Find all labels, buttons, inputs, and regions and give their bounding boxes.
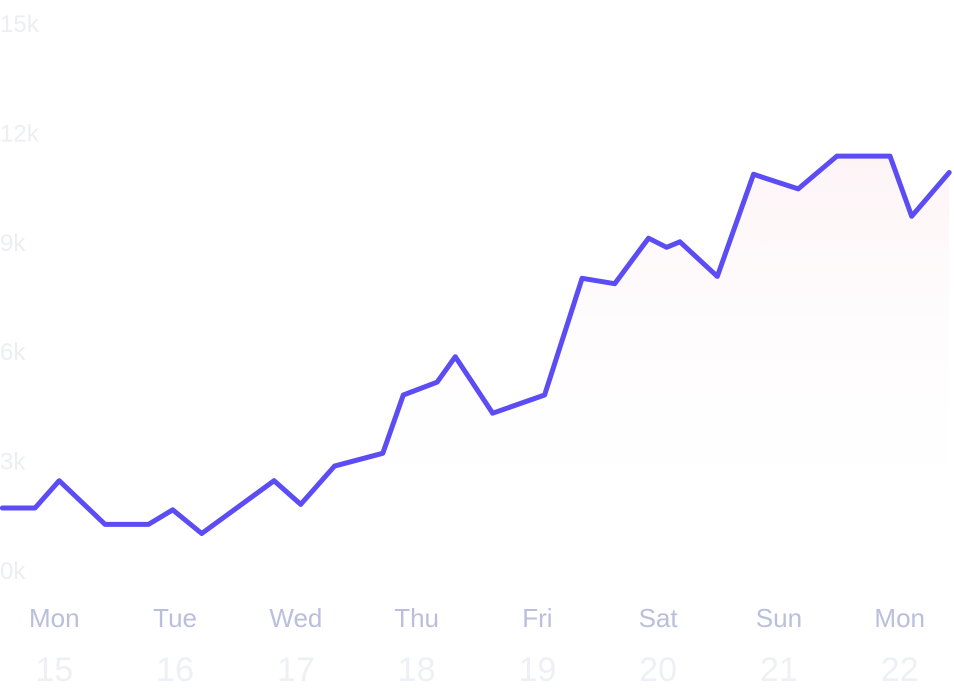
x-tick-day-label: Sun [756, 603, 802, 633]
line-layer [0, 153, 952, 536]
x-tick-date-label: 19 [518, 651, 556, 689]
y-tick-label: 9k [0, 230, 26, 257]
x-tick-date-label: 17 [277, 651, 315, 689]
x-tick-date-label: 21 [760, 651, 798, 689]
series-area-fill [2, 156, 950, 534]
y-axis: 0k 3k 6k 9k 12k 15k [0, 11, 40, 585]
x-tick-date-label: 20 [639, 651, 677, 689]
series-line [0, 153, 952, 536]
x-tick-date-label: 22 [881, 651, 919, 689]
x-tick-date-label: 16 [156, 651, 194, 689]
x-axis: Mon 15 Tue 16 Wed 17 Thu 18 Fri 19 Sat 20 Sun 21 Mon 22 [29, 603, 925, 689]
y-tick-label: 0k [0, 558, 26, 585]
x-tick-date-label: 18 [398, 651, 436, 689]
x-tick-day-label: Fri [522, 603, 552, 633]
y-tick-label: 6k [0, 339, 26, 366]
y-tick-label: 12k [0, 120, 40, 147]
x-tick-day-label: Mon [29, 603, 80, 633]
x-tick-day-label: Tue [153, 603, 197, 633]
x-tick-day-label: Mon [874, 603, 925, 633]
x-tick-day-label: Thu [394, 603, 439, 633]
x-tick-day-label: Wed [269, 603, 322, 633]
y-tick-label: 15k [0, 11, 40, 38]
area-layer [2, 156, 950, 534]
x-tick-day-label: Sat [639, 603, 679, 633]
x-tick-date-label: 15 [35, 651, 73, 689]
y-tick-label: 3k [0, 449, 26, 476]
